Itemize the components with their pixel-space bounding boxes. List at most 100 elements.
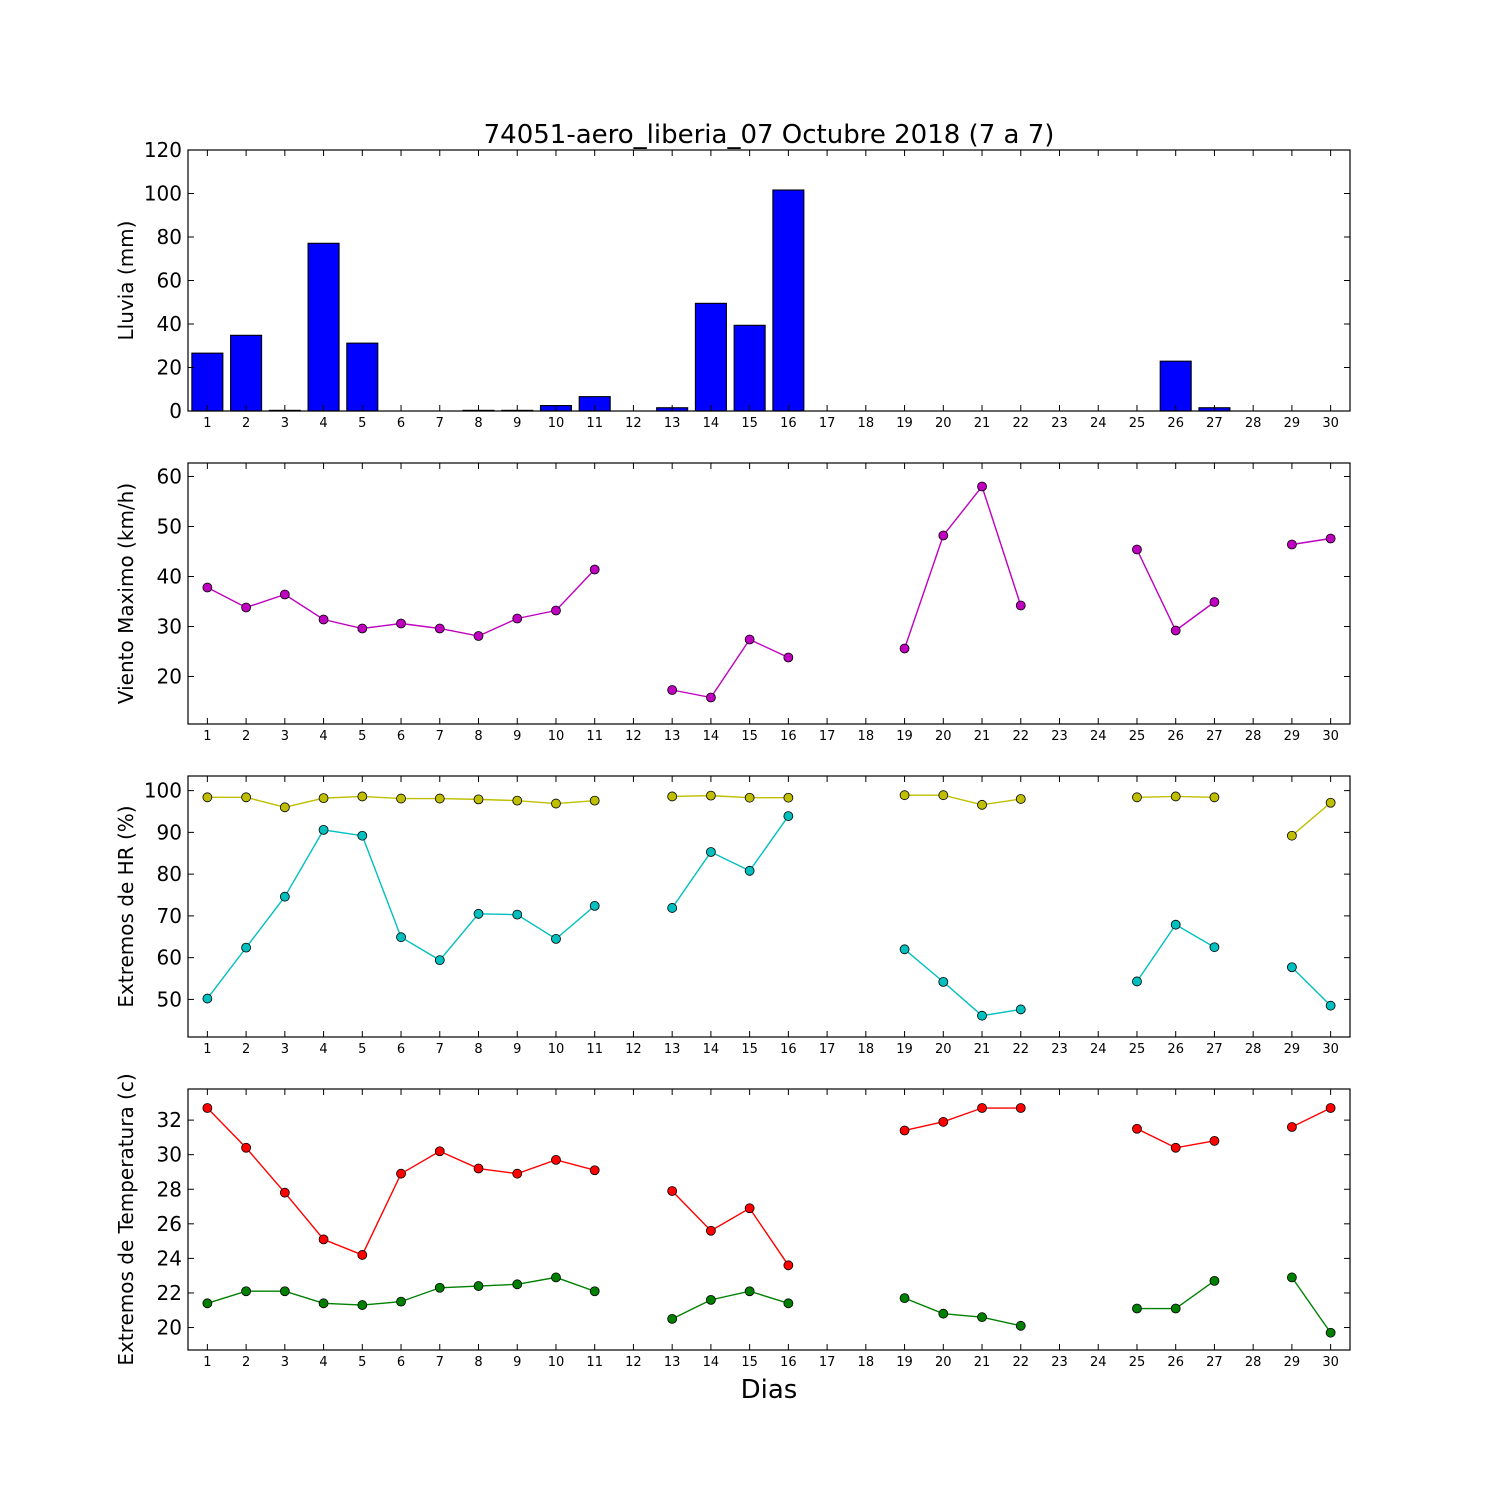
series-1-point-day-11: [589, 1165, 600, 1176]
y-axis-label: Viento Maximo (km/h): [114, 483, 138, 704]
chart-panel-2: 1 2 3 4 5 6 7 8 9 10 11 12 13 14 15 16 17 18 19 20 21 22 23 24 2…: [114, 462, 1351, 744]
series-2-point-day-3: [279, 1286, 290, 1297]
rain-bar-day-1: [191, 352, 224, 412]
x-tick-label: 1: [203, 729, 211, 744]
x-tick-label: 26: [1167, 1355, 1184, 1370]
series-1-point-day-29: [1287, 539, 1297, 550]
series-2-point-day-20: [938, 976, 949, 987]
x-tick-label: 23: [1051, 729, 1068, 744]
x-tick-label: 15: [741, 1355, 758, 1370]
x-tick-label: 5: [358, 729, 366, 744]
x-tick-label: 27: [1206, 1042, 1223, 1057]
series-1-point-day-1: [202, 792, 213, 803]
chart-title: 74051-aero_liberia_07 Octubre 2018 (7 a …: [484, 120, 1055, 150]
series-2-point-day-5: [357, 1300, 368, 1310]
x-tick-label: 7: [436, 1355, 444, 1370]
series-1-point-day-15: [744, 634, 755, 645]
x-tick-label: 28: [1245, 1042, 1262, 1057]
y-tick-label: 40: [157, 312, 182, 336]
x-tick-label: 22: [1012, 729, 1029, 744]
series-1-point-day-4: [318, 793, 329, 804]
series-1-point-day-20: [938, 1116, 949, 1127]
series-1-point-day-2: [241, 1142, 252, 1153]
x-tick-label: 20: [935, 1355, 952, 1370]
x-tick-label: 16: [780, 1355, 797, 1370]
series-1-point-day-25: [1132, 792, 1142, 803]
series-2-line-segment-2: [671, 815, 789, 909]
series-1-line-segment-3: [903, 485, 1022, 649]
x-tick-label: 29: [1284, 1042, 1301, 1057]
x-tick-label: 20: [935, 416, 952, 431]
series-1-point-day-8: [473, 794, 484, 805]
series-2-point-day-4: [318, 824, 329, 835]
series-2-point-day-19: [899, 1293, 910, 1304]
x-tick-label: 10: [548, 729, 565, 744]
x-tick-label: 17: [819, 1042, 836, 1057]
series-1-point-day-25: [1132, 1123, 1142, 1134]
x-tick-label: 7: [436, 416, 444, 431]
x-tick-label: 20: [935, 1042, 952, 1057]
series-2-point-day-21: [977, 1312, 987, 1323]
x-tick-label: 14: [703, 416, 720, 431]
series-2-point-day-6: [396, 1296, 406, 1307]
series-2-point-day-4: [318, 1298, 329, 1309]
series-1-point-day-6: [396, 618, 406, 629]
x-tick-label: 6: [397, 416, 405, 431]
series-1-point-day-14: [706, 1225, 716, 1236]
series-2-line-segment-2: [671, 1290, 789, 1320]
x-tick-label: 8: [474, 1042, 482, 1057]
x-tick-label: 22: [1012, 1042, 1029, 1057]
x-tick-label: 26: [1167, 416, 1184, 431]
y-tick-label: 22: [157, 1281, 182, 1305]
x-tick-label: 30: [1322, 1355, 1339, 1370]
x-tick-label: 3: [281, 416, 289, 431]
x-tick-label: 5: [358, 1042, 366, 1057]
x-tick-label: 5: [358, 1355, 366, 1370]
rain-bar-day-14: [694, 302, 727, 412]
series-1-point-day-22: [1015, 1103, 1026, 1113]
series-1-point-day-9: [512, 613, 523, 624]
y-tick-label: 20: [157, 665, 182, 689]
x-tick-label: 12: [625, 1355, 642, 1370]
series-1-point-day-14: [706, 790, 716, 801]
series-1-point-day-27: [1209, 1135, 1220, 1146]
series-2-point-day-29: [1287, 1272, 1297, 1283]
x-tick-label: 29: [1284, 416, 1301, 431]
series-1-point-day-3: [279, 589, 290, 600]
series-1-point-day-9: [512, 795, 523, 806]
series-1-point-day-21: [977, 799, 987, 810]
series-1-point-day-26: [1170, 791, 1181, 802]
series-1-point-day-11: [589, 795, 600, 806]
series-1-point-day-16: [783, 1260, 794, 1271]
y-tick-label: 50: [157, 515, 182, 539]
x-tick-label: 6: [397, 1042, 405, 1057]
x-tick-label: 14: [703, 1355, 720, 1370]
series-2-point-day-10: [551, 933, 561, 944]
series-1-point-day-16: [783, 652, 794, 663]
y-axis-label: Extremos de Temperatura (c): [114, 1073, 138, 1365]
x-tick-label: 4: [319, 729, 327, 744]
x-tick-label: 15: [741, 416, 758, 431]
series-2-point-day-30: [1325, 1327, 1336, 1338]
x-tick-label: 24: [1090, 1042, 1107, 1057]
y-tick-label: 120: [144, 138, 182, 162]
series-2-point-day-5: [357, 830, 368, 841]
x-tick-label: 21: [974, 1042, 991, 1057]
rain-bar-day-4: [307, 242, 340, 412]
x-tick-label: 18: [858, 1355, 875, 1370]
x-tick-label: 18: [858, 1042, 875, 1057]
x-tick-label: 9: [513, 729, 521, 744]
x-tick-label: 21: [974, 1355, 991, 1370]
series-1-point-day-19: [899, 1125, 910, 1136]
series-2-point-day-1: [202, 1298, 213, 1309]
rain-bar-day-15: [733, 324, 766, 412]
series-1-point-day-3: [279, 802, 290, 813]
y-tick-label: 24: [157, 1246, 182, 1270]
x-tick-label: 30: [1322, 729, 1339, 744]
y-axis-label: Lluvia (mm): [114, 221, 138, 341]
y-tick-label: 28: [157, 1177, 182, 1201]
y-tick-label: 26: [157, 1212, 182, 1236]
x-tick-label: 2: [242, 416, 250, 431]
series-2-line-segment-5: [1291, 966, 1332, 1007]
rain-bar-day-2: [230, 334, 263, 412]
